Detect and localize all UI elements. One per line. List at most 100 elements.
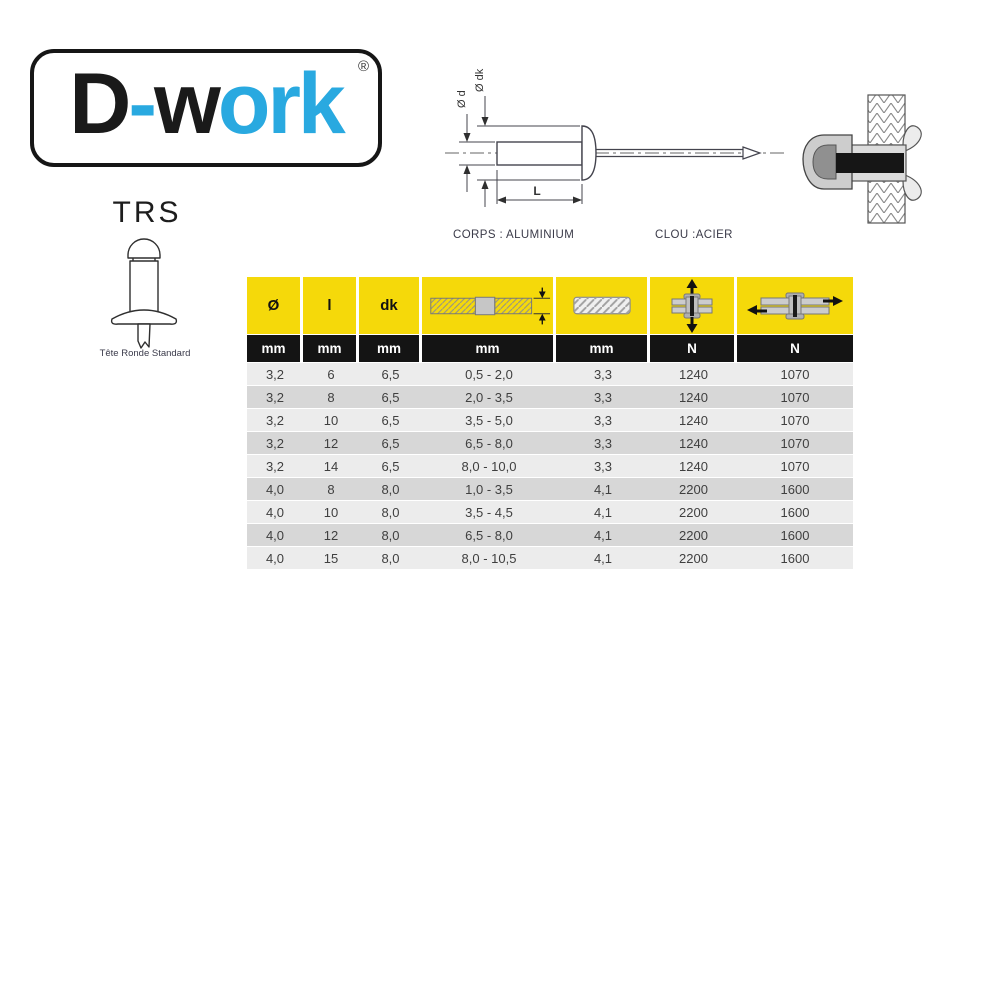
table-cell: 1600 bbox=[780, 504, 810, 520]
table-cell: 8,0 - 10,5 bbox=[461, 550, 517, 566]
body-material-label: CORPS : ALUMINIUM bbox=[453, 229, 575, 241]
table-header-row: Ø l dk bbox=[247, 277, 853, 334]
logo-box: D-work ® bbox=[30, 49, 382, 167]
rivet-cross-section-illustration bbox=[802, 94, 922, 224]
table-cell: 3,5 - 4,5 bbox=[465, 504, 513, 520]
table-cell: 1070 bbox=[780, 458, 810, 474]
table-cell: 4,0 bbox=[265, 504, 285, 520]
table-cell: 1600 bbox=[780, 527, 810, 543]
table-cell: 8,0 bbox=[381, 504, 400, 520]
table-body: 3,2 6 6,5 0,5 - 2,0 3,3 1240 1070 3,2 8 6,5 2,0 - … bbox=[247, 362, 853, 569]
table-cell: 1070 bbox=[780, 389, 810, 405]
table-row: 3,2 12 6,5 6,5 - 8,0 3,3 1240 1070 bbox=[247, 431, 853, 454]
table-cell: 14 bbox=[323, 458, 339, 474]
col-header-label: l bbox=[327, 297, 332, 314]
col-header-length: l bbox=[303, 277, 359, 334]
table-row: 3,2 8 6,5 2,0 - 3,5 3,3 1240 1070 bbox=[247, 385, 853, 408]
table-cell: 2200 bbox=[679, 481, 708, 497]
table-cell: 4,1 bbox=[593, 550, 613, 566]
table-cell: 3,3 bbox=[593, 458, 613, 474]
product-caption: Tête Ronde Standard bbox=[99, 348, 191, 359]
col-header-grip-range bbox=[422, 277, 556, 334]
table-cell: 8,0 bbox=[381, 527, 400, 543]
table-cell: 3,2 bbox=[265, 435, 285, 451]
table-cell: 6,5 - 8,0 bbox=[465, 527, 513, 543]
logo-segment: - bbox=[128, 56, 157, 152]
unit-cell: N bbox=[650, 335, 737, 362]
col-header-shear-strength bbox=[737, 277, 853, 334]
table-cell: 6,5 bbox=[381, 435, 400, 451]
table-cell: 6 bbox=[327, 366, 335, 382]
tensile-strength-icon bbox=[671, 278, 713, 333]
table-cell: 1,0 - 3,5 bbox=[465, 481, 513, 497]
table-cell: 2200 bbox=[679, 527, 708, 543]
table-cell: 3,2 bbox=[265, 412, 285, 428]
table-cell: 3,2 bbox=[265, 366, 285, 382]
table-cell: 1240 bbox=[679, 458, 708, 474]
table-cell: 1240 bbox=[679, 389, 708, 405]
table-cell: 3,5 - 5,0 bbox=[465, 412, 513, 428]
col-header-tensile-strength bbox=[650, 277, 737, 334]
table-cell: 1070 bbox=[780, 366, 810, 382]
table-cell: 4,1 bbox=[593, 481, 613, 497]
table-cell: 1600 bbox=[780, 550, 810, 566]
table-row: 4,0 10 8,0 3,5 - 4,5 4,1 2200 1600 bbox=[247, 500, 853, 523]
table-cell: 4,0 bbox=[265, 550, 285, 566]
table-row: 3,2 6 6,5 0,5 - 2,0 3,3 1240 1070 bbox=[247, 362, 853, 385]
table-cell: 4,1 bbox=[593, 527, 613, 543]
drill-diameter-icon bbox=[572, 296, 631, 314]
table-cell: 6,5 bbox=[381, 412, 400, 428]
table-row: 3,2 10 6,5 3,5 - 5,0 3,3 1240 1070 bbox=[247, 408, 853, 431]
table-row: 4,0 15 8,0 8,0 - 10,5 4,1 2200 1600 bbox=[247, 546, 853, 569]
unit-cell: mm bbox=[359, 335, 422, 362]
table-cell: 2,0 - 3,5 bbox=[465, 389, 513, 405]
table-cell: 1070 bbox=[780, 435, 810, 451]
table-cell: 15 bbox=[323, 550, 339, 566]
col-header-head-diameter: dk bbox=[359, 277, 422, 334]
unit-cell: mm bbox=[422, 335, 556, 362]
table-row: 4,0 8 8,0 1,0 - 3,5 4,1 2200 1600 bbox=[247, 477, 853, 500]
grip-range-icon bbox=[429, 287, 550, 324]
table-unit-row: mm mm mm mm mm N N bbox=[247, 335, 853, 362]
table-cell: 6,5 bbox=[381, 366, 400, 382]
nail-material-label: CLOU :ACIER bbox=[655, 229, 733, 241]
dim-label-d: Ø d bbox=[456, 90, 468, 108]
table-cell: 6,5 - 8,0 bbox=[465, 435, 513, 451]
unit-cell: N bbox=[737, 335, 853, 362]
unit-cell: mm bbox=[556, 335, 650, 362]
dim-label-length: L bbox=[533, 184, 540, 198]
table-cell: 0,5 - 2,0 bbox=[465, 366, 513, 382]
table-cell: 6,5 bbox=[381, 458, 400, 474]
table-cell: 8 bbox=[327, 389, 335, 405]
spec-table: Ø l dk bbox=[247, 277, 853, 569]
registered-trademark: ® bbox=[357, 58, 369, 75]
table-cell: 4,0 bbox=[265, 481, 285, 497]
table-cell: 6,5 bbox=[381, 389, 400, 405]
table-cell: 4,0 bbox=[265, 527, 285, 543]
table-cell: 8,0 - 10,0 bbox=[461, 458, 517, 474]
logo-segment: ork bbox=[217, 56, 346, 152]
table-cell: 10 bbox=[323, 504, 339, 520]
col-header-diameter: Ø bbox=[247, 277, 303, 334]
table-cell: 3,2 bbox=[265, 458, 285, 474]
table-row: 3,2 14 6,5 8,0 - 10,0 3,3 1240 1070 bbox=[247, 454, 853, 477]
product-code: TRS bbox=[112, 196, 182, 229]
table-cell: 1240 bbox=[679, 412, 708, 428]
table-cell: 8,0 bbox=[381, 550, 400, 566]
col-header-label: Ø bbox=[267, 297, 280, 314]
logo-segment: D bbox=[69, 56, 131, 152]
table-cell: 8,0 bbox=[381, 481, 400, 497]
table-cell: 3,3 bbox=[593, 435, 613, 451]
rivet-front-illustration bbox=[110, 238, 178, 349]
table-cell: 12 bbox=[323, 527, 339, 543]
table-cell: 3,3 bbox=[593, 366, 613, 382]
table-cell: 8 bbox=[327, 481, 335, 497]
table-cell: 2200 bbox=[679, 504, 708, 520]
col-header-drill-diameter bbox=[556, 277, 650, 334]
dim-label-dk: Ø dk bbox=[474, 68, 486, 92]
table-cell: 1240 bbox=[679, 435, 708, 451]
shear-strength-icon bbox=[747, 292, 843, 319]
rivet-technical-drawing: Ø d Ø dk L bbox=[445, 68, 785, 207]
table-cell: 12 bbox=[323, 435, 339, 451]
table-cell: 3,3 bbox=[593, 389, 613, 405]
